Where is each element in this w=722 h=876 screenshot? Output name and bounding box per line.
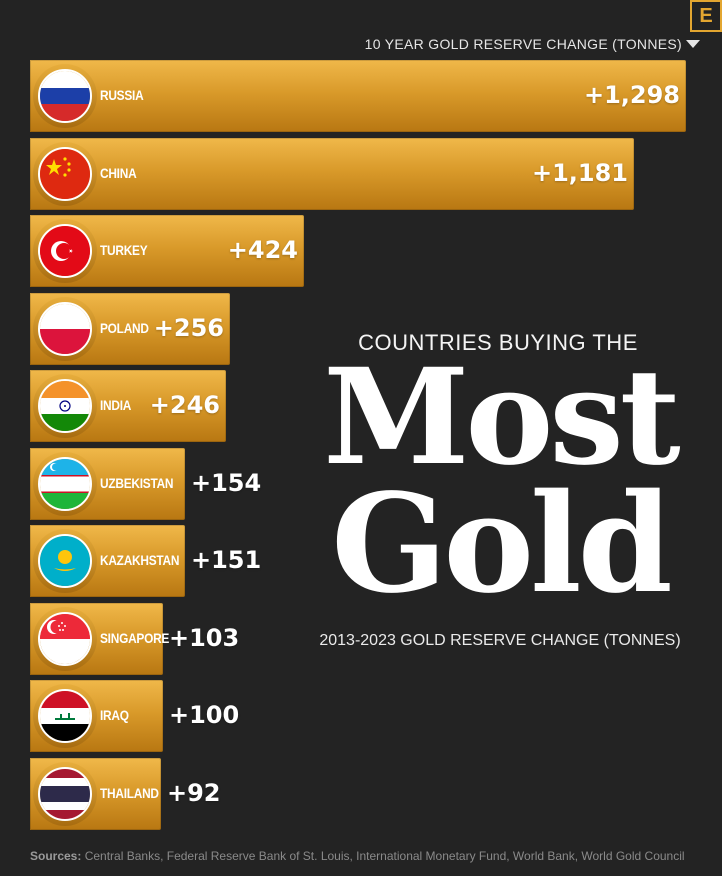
- uzbekistan-flag-icon: [38, 456, 92, 511]
- flag-badge: [33, 451, 97, 516]
- flag-badge: [33, 64, 97, 128]
- sources-note: Sources: Central Banks, Federal Reserve …: [30, 849, 710, 863]
- flag-badge: [33, 374, 97, 438]
- sources-text: Central Banks, Federal Reserve Bank of S…: [84, 849, 685, 863]
- singapore-flag-icon: [38, 611, 92, 666]
- country-label: RUSSIA: [100, 87, 144, 103]
- country-label: CHINA: [100, 164, 137, 181]
- india-flag-icon: [38, 379, 92, 433]
- country-label: THAILAND: [100, 784, 159, 801]
- value-label: +424: [227, 236, 298, 264]
- headline-line1: Most: [323, 340, 680, 495]
- turkey-flag-icon: [38, 224, 92, 278]
- value-label: +256: [153, 313, 224, 342]
- value-label: +151: [191, 546, 262, 574]
- kazakhstan-flag-icon: [38, 534, 92, 588]
- country-label: UZBEKISTAN: [100, 474, 174, 491]
- value-label: +103: [169, 623, 240, 652]
- triangle-down-icon: [686, 40, 700, 48]
- headline-line2: Gold: [331, 464, 673, 624]
- publisher-logo: E: [690, 0, 722, 32]
- china-flag-icon: [38, 146, 92, 201]
- headline-pre: COUNTRIES BUYING THE: [358, 330, 638, 355]
- value-label: +1,181: [531, 158, 628, 187]
- russia-flag-icon: [38, 69, 92, 123]
- thailand-flag-icon: [38, 766, 92, 821]
- value-label: +246: [149, 391, 220, 419]
- value-label: +100: [169, 701, 240, 729]
- country-label: SINGAPORE: [100, 629, 170, 646]
- bar: [30, 137, 634, 210]
- flag-badge: [33, 219, 97, 283]
- bar: [30, 60, 686, 132]
- chart-title: 10 YEAR GOLD RESERVE CHANGE (TONNES): [364, 36, 682, 52]
- poland-flag-icon: [38, 301, 92, 356]
- flag-badge: [33, 529, 97, 593]
- country-label: POLAND: [100, 319, 149, 336]
- sources-label: Sources:: [30, 849, 82, 863]
- country-label: IRAQ: [100, 707, 129, 723]
- flag-badge: [33, 606, 97, 671]
- country-label: INDIA: [100, 397, 132, 413]
- country-label: TURKEY: [100, 242, 148, 258]
- flag-badge: [33, 761, 97, 826]
- value-label: +154: [191, 468, 262, 497]
- value-label: +1,298: [583, 81, 680, 109]
- value-label: +92: [167, 778, 221, 807]
- flag-badge: [33, 684, 97, 748]
- subtitle: 2013-2023 GOLD RESERVE CHANGE (TONNES): [319, 632, 681, 649]
- iraq-flag-icon: [38, 689, 92, 743]
- country-label: KAZAKHSTAN: [100, 552, 180, 568]
- flag-badge: [33, 296, 97, 361]
- flag-badge: [33, 141, 97, 206]
